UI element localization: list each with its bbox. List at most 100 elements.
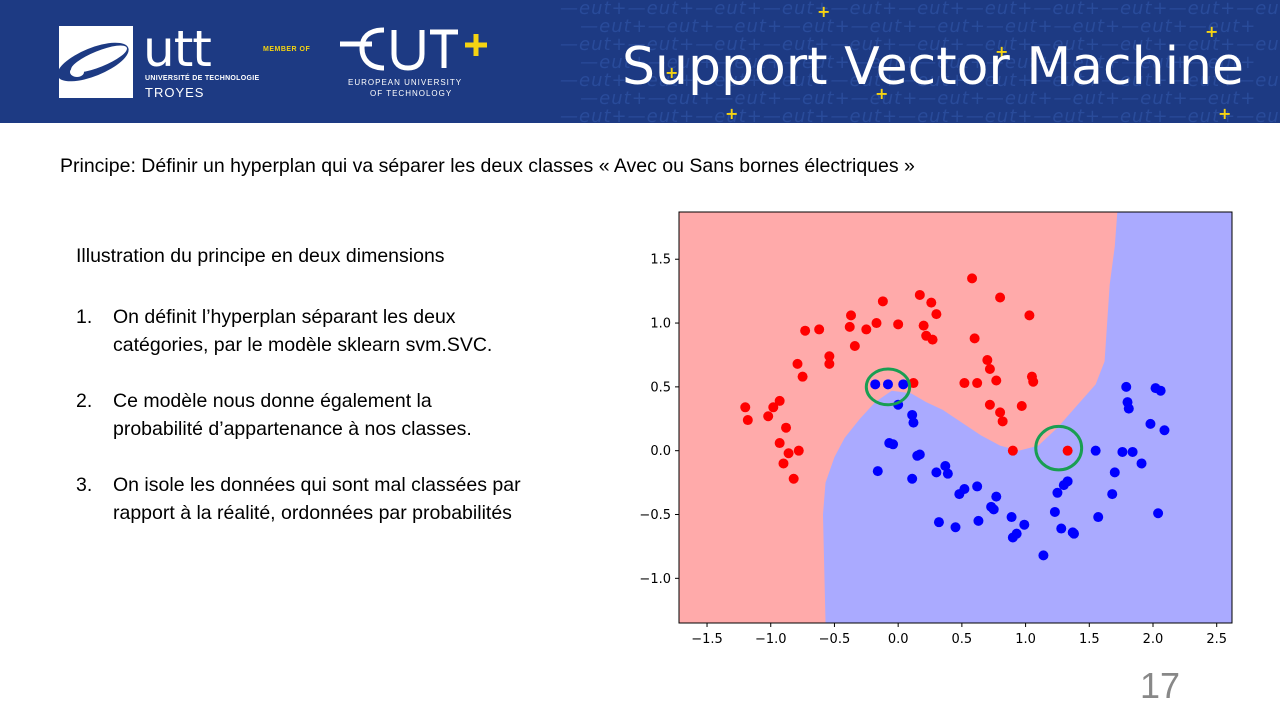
blue-point	[1019, 519, 1030, 530]
red-point	[995, 407, 1006, 418]
blue-point	[914, 449, 925, 460]
red-point	[824, 358, 835, 369]
red-point	[967, 273, 978, 284]
x-tick-label: −1.0	[755, 632, 787, 647]
utt-logo-icon	[59, 26, 133, 98]
red-point	[1062, 445, 1073, 456]
red-point	[959, 378, 970, 389]
blue-point	[1062, 476, 1073, 487]
blue-point	[1090, 445, 1101, 456]
blue-point	[1006, 512, 1017, 523]
blue-point	[1056, 523, 1067, 534]
sparkle-icon: +	[1218, 104, 1232, 123]
blue-point	[908, 417, 919, 428]
red-point	[846, 310, 857, 321]
page-number: 17	[1140, 665, 1181, 706]
x-tick-label: 2.5	[1206, 632, 1227, 647]
red-point	[991, 375, 1002, 386]
red-point	[927, 334, 938, 345]
blue-point	[898, 379, 909, 390]
intro-text: Illustration du principe en deux dimensi…	[76, 245, 445, 267]
steps-list: 1. On définit l’hyperplan séparant les d…	[76, 303, 521, 555]
blue-point	[940, 461, 951, 472]
blue-point	[1117, 446, 1128, 457]
blue-point	[1107, 489, 1118, 500]
step-line: On définit l’hyperplan séparant les deux	[113, 306, 456, 328]
red-point	[788, 473, 799, 484]
red-point	[871, 318, 882, 329]
x-tick-label: −1.5	[691, 632, 723, 647]
red-point	[931, 309, 942, 320]
sparkle-icon: +	[875, 84, 889, 103]
y-axis: −1.0 −0.5 0.0 0.5 1.0 1.5	[639, 253, 679, 587]
blue-point	[882, 379, 893, 390]
blue-point	[907, 409, 918, 420]
red-point	[1024, 310, 1035, 321]
x-tick-label: 0.0	[888, 632, 909, 647]
sparkle-icon: +	[725, 104, 739, 123]
blue-point	[1145, 418, 1156, 429]
x-tick-label: 2.0	[1143, 632, 1164, 647]
highlight-ellipse	[1034, 424, 1084, 472]
red-point	[814, 324, 825, 335]
blue-point	[872, 466, 883, 477]
red-point	[918, 320, 929, 331]
utt-subtitle: UNIVERSITÉ DE TECHNOLOGIE	[145, 75, 260, 82]
sparkle-icon: +	[1205, 22, 1219, 41]
y-tick-label: 1.5	[650, 253, 671, 268]
x-tick-label: 1.5	[1079, 632, 1100, 647]
step-number: 2.	[76, 390, 93, 412]
step-number: 1.	[76, 306, 93, 328]
blue-point	[1049, 506, 1060, 517]
blue-point	[1011, 528, 1022, 539]
red-point	[982, 355, 993, 366]
red-point	[926, 297, 937, 308]
y-tick-label: 1.0	[650, 317, 671, 332]
eut-subtitle-2: OF TECHNOLOGY	[370, 89, 453, 98]
red-point	[768, 402, 779, 413]
blue-point	[933, 517, 944, 528]
red-point	[914, 289, 925, 300]
red-point	[972, 378, 983, 389]
red-point	[969, 333, 980, 344]
list-item: 1. On définit l’hyperplan séparant les d…	[76, 303, 521, 359]
x-tick-label: 1.0	[1015, 632, 1036, 647]
blue-point	[870, 379, 881, 390]
eut-pattern-background: —eut+—eut+—eut+—eut+—eut+—eut+—eut+—eut+…	[560, 0, 1280, 123]
red-point	[849, 341, 860, 352]
region-blue	[822, 212, 1232, 623]
blue-point	[972, 481, 983, 492]
svm-scatter-chart: −1.5 −1.0 −0.5 0.0 0.5 1.0 1.5 2.0 2.5 −1.0 −0.5 0…	[639, 211, 1233, 647]
plot-frame	[678, 211, 1233, 624]
step-line: rapport à la réalité, ordonnées par prob…	[113, 502, 512, 524]
red-point	[742, 415, 753, 426]
red-point	[800, 325, 811, 336]
red-point	[792, 358, 803, 369]
red-point	[797, 371, 808, 382]
member-of-label: MEMBER OF	[263, 46, 311, 53]
step-line: On isole les données qui sont mal classé…	[113, 474, 521, 496]
step-line: catégories, par le modèle sklearn svm.SV…	[113, 334, 493, 356]
red-point	[877, 296, 888, 307]
blue-point	[931, 467, 942, 478]
blue-point	[942, 468, 953, 479]
blue-point	[959, 483, 970, 494]
blue-point	[988, 504, 999, 515]
slide-title: Support Vector Machine	[622, 37, 1244, 97]
eut-subtitle-1: EUROPEAN UNIVERSITY	[348, 78, 463, 87]
blue-point	[1109, 467, 1120, 478]
blue-point	[991, 491, 1002, 502]
plot-area	[678, 211, 1233, 624]
sparkle-icon: +	[817, 2, 831, 21]
red-point	[995, 292, 1006, 303]
blue-point	[1038, 550, 1049, 561]
highlight-ellipse	[864, 367, 912, 407]
red-point	[774, 438, 785, 449]
x-tick-label: −0.5	[819, 632, 851, 647]
x-tick-label: 0.5	[952, 632, 973, 647]
blue-point	[1093, 512, 1104, 523]
utt-name: utt	[143, 20, 212, 78]
red-point	[824, 351, 835, 362]
y-tick-label: −1.0	[639, 572, 671, 587]
red-point	[893, 319, 904, 330]
